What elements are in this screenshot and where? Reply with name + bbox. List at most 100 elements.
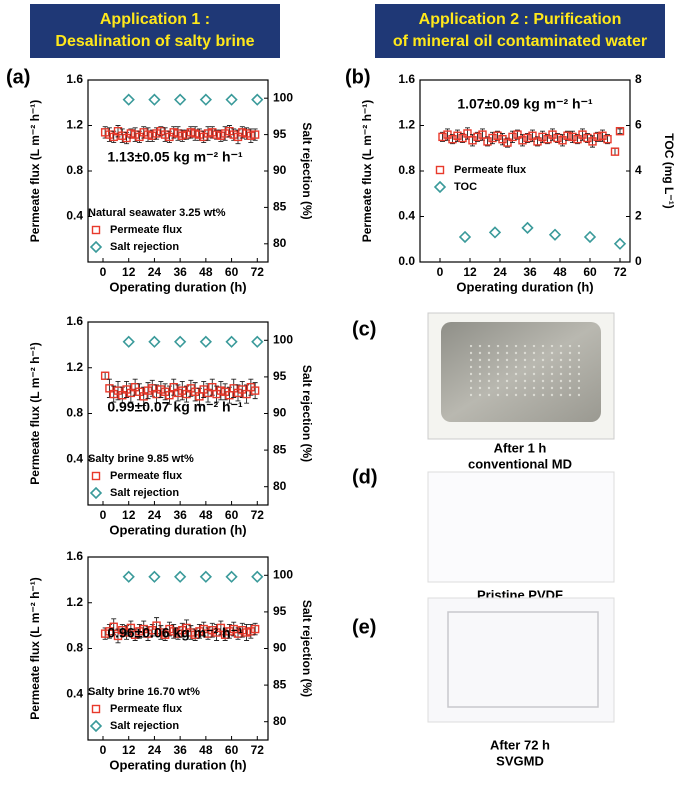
x-tick-label: 36 <box>173 265 187 279</box>
error-bar <box>106 127 112 142</box>
data-point <box>118 626 127 635</box>
header-right: Application 2 : Purification of mineral … <box>375 4 665 58</box>
x-tick-label: 0 <box>437 265 444 279</box>
error-bar <box>175 384 181 402</box>
y-tick-label: 0.8 <box>398 163 415 177</box>
data-point <box>208 626 217 635</box>
data-point <box>216 131 226 140</box>
data-point <box>169 382 178 392</box>
y-tick-label: 0.4 <box>66 686 83 700</box>
y-axis-title: Permeate flux (L m⁻² h⁻¹) <box>28 100 42 242</box>
data-point <box>126 388 136 398</box>
error-bar <box>119 128 125 144</box>
y2-tick-label: 90 <box>273 163 287 177</box>
error-bar <box>106 624 112 639</box>
data-point <box>229 624 238 634</box>
x-tick-label: 48 <box>199 508 213 522</box>
y2-tick-label: 100 <box>273 332 293 346</box>
data-point <box>208 128 217 137</box>
data-point <box>615 126 625 136</box>
y2-tick-label: 4 <box>635 163 642 177</box>
legend-label: Permeate flux <box>110 470 183 482</box>
data-point <box>113 126 123 136</box>
y2-tick-label: 90 <box>273 406 287 420</box>
error-bar <box>119 386 125 404</box>
data-point <box>113 386 123 395</box>
photo-caption: After 72 h <box>490 737 550 752</box>
header-box <box>30 4 280 58</box>
data-point <box>603 134 612 144</box>
data-point <box>463 129 472 138</box>
y-tick-label: 0.8 <box>66 406 83 420</box>
y-tick-label: 1.6 <box>66 72 83 86</box>
photo-c <box>427 312 615 440</box>
data-point <box>199 93 212 106</box>
y2-tick-label: 95 <box>273 369 287 383</box>
legend-label: Salt rejection <box>110 720 179 732</box>
x-tick-label: 12 <box>463 265 477 279</box>
data-point <box>182 623 191 633</box>
data-point <box>195 130 204 139</box>
error-bar <box>214 385 220 403</box>
error-bar <box>617 128 623 134</box>
data-point <box>246 131 256 140</box>
error-bar <box>612 147 618 156</box>
y-tick-label: 1.6 <box>66 549 83 563</box>
error-bar <box>154 384 160 404</box>
data-point <box>251 93 264 106</box>
error-bar <box>111 618 117 636</box>
x-tick-label: 12 <box>122 743 136 757</box>
data-point <box>538 132 547 142</box>
y2-tick-label: 6 <box>635 118 642 132</box>
y2-tick-label: 85 <box>273 200 287 214</box>
data-point <box>174 93 187 106</box>
data-point <box>438 132 447 142</box>
legend-label: Permeate flux <box>454 164 527 176</box>
legend-label: Salt rejection <box>110 487 179 499</box>
annotation: 1.07±0.09 kg m⁻² h⁻¹ <box>457 96 593 112</box>
data-point <box>148 335 161 348</box>
y-axis-title: Permeate flux (L m⁻² h⁻¹) <box>360 100 374 242</box>
y2-tick-label: 85 <box>273 677 287 691</box>
data-point <box>105 384 114 393</box>
data-point <box>242 129 251 138</box>
error-bar <box>201 621 207 637</box>
x-tick-label: 48 <box>199 743 213 757</box>
data-point <box>178 626 187 635</box>
x-tick-label: 48 <box>199 265 213 279</box>
data-point <box>251 335 264 348</box>
header-text: Application 2 : Purification <box>419 11 622 28</box>
y2-tick-label: 80 <box>273 714 287 728</box>
data-point <box>229 384 238 393</box>
photo-d <box>427 471 615 583</box>
error-bar <box>196 387 202 405</box>
legend-marker <box>435 165 445 175</box>
data-point <box>139 128 148 137</box>
data-point <box>156 628 166 637</box>
data-point <box>518 136 527 145</box>
data-point <box>148 384 157 393</box>
error-bar <box>248 128 254 144</box>
error-bar <box>222 126 228 141</box>
data-point <box>152 129 161 138</box>
x-axis-title: Operating duration (h) <box>109 757 246 772</box>
photo-frame <box>427 597 615 723</box>
panel-label: (c) <box>352 318 376 340</box>
x-tick-label: 24 <box>148 743 162 757</box>
y2-tick-label: 100 <box>273 567 293 581</box>
data-point <box>199 335 212 348</box>
data-point <box>118 131 127 140</box>
data-point <box>169 128 178 137</box>
data-point <box>126 129 136 138</box>
data-point <box>203 388 213 398</box>
data-point <box>130 130 140 139</box>
error-bar <box>248 378 254 396</box>
data-point <box>238 626 247 635</box>
data-point <box>186 628 196 637</box>
data-point <box>488 133 497 143</box>
data-point <box>212 130 221 139</box>
data-point <box>225 627 234 636</box>
data-point <box>573 134 582 144</box>
data-point <box>458 230 472 244</box>
